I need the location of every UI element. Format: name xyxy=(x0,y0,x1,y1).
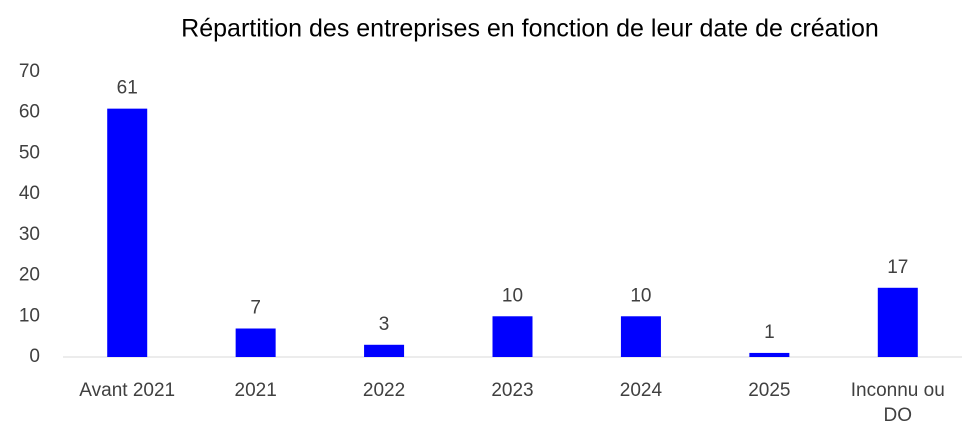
y-tick-label: 30 xyxy=(19,224,40,245)
x-tick-label: Inconnu ou DO xyxy=(850,380,945,426)
y-tick-label: 50 xyxy=(19,142,40,163)
data-label: 7 xyxy=(250,298,261,319)
bar xyxy=(235,328,276,357)
y-tick-label: 70 xyxy=(19,61,40,82)
y-tick-label: 20 xyxy=(19,265,40,286)
y-tick-label: 60 xyxy=(19,102,40,123)
x-tick-label: 2022 xyxy=(362,380,406,401)
bar xyxy=(877,287,918,357)
data-label: 61 xyxy=(117,78,138,99)
bar xyxy=(620,316,661,357)
chart-title: Répartition des entreprises en fonction … xyxy=(181,15,879,43)
data-label: 17 xyxy=(887,257,908,278)
bar xyxy=(492,316,533,357)
x-tick-label: 2021 xyxy=(234,380,277,401)
x-tick-label: 2024 xyxy=(619,380,663,401)
data-label: 3 xyxy=(379,314,390,335)
y-tick-label: 10 xyxy=(19,305,40,326)
data-label: 1 xyxy=(764,322,775,343)
bar xyxy=(749,352,790,357)
y-tick-label: 0 xyxy=(29,346,40,367)
x-tick-label: 2025 xyxy=(748,380,791,401)
bar xyxy=(107,108,148,358)
bar xyxy=(364,344,405,357)
data-label: 10 xyxy=(502,285,523,306)
x-tick-label: 2023 xyxy=(491,380,534,401)
data-label: 10 xyxy=(630,285,651,306)
x-tick-label: Avant 2021 xyxy=(79,380,176,401)
y-tick-label: 40 xyxy=(19,183,40,204)
